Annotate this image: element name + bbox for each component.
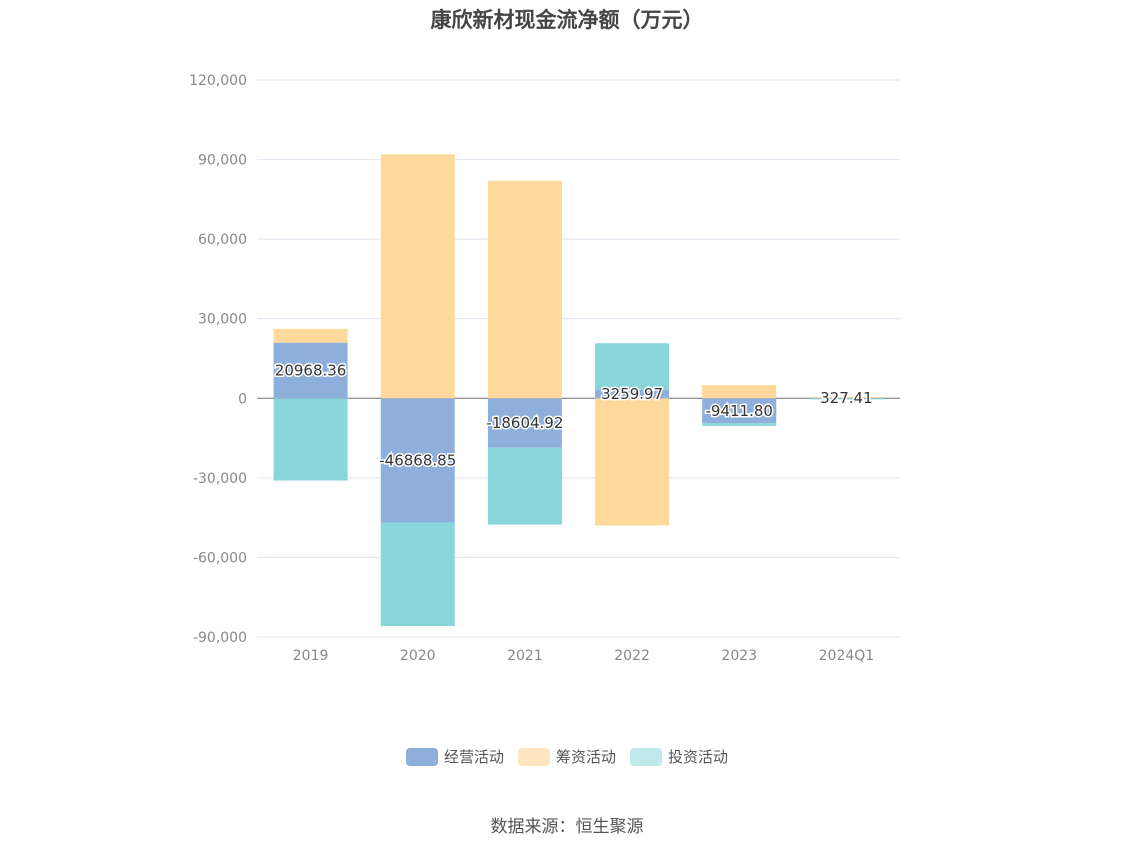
bar-segment-筹资活动 bbox=[487, 180, 562, 399]
bar-segment-筹资活动 bbox=[595, 398, 670, 526]
data-label: -9411.80 bbox=[706, 402, 773, 420]
bar-segment-投资活动 bbox=[273, 398, 348, 481]
x-tick-label: 2024Q1 bbox=[819, 648, 875, 664]
legend-label-investing: 投资活动 bbox=[668, 748, 729, 766]
y-tick-label: -60,000 bbox=[193, 550, 247, 566]
data-label: -46868.85 bbox=[379, 451, 456, 469]
chart-title: 康欣新材现金流净额（万元） bbox=[430, 8, 704, 32]
legend-item-operating[interactable]: 经营活动 bbox=[405, 746, 504, 767]
bar-segment-筹资活动 bbox=[380, 154, 455, 399]
bar-segment-筹资活动 bbox=[809, 396, 884, 398]
legend-swatch-investing bbox=[630, 747, 662, 766]
data-source: 数据来源：恒生聚源 bbox=[490, 817, 644, 837]
bar-segment-经营活动 bbox=[702, 398, 777, 424]
bar-segment-投资活动 bbox=[595, 343, 670, 390]
data-label: 327.41 bbox=[820, 389, 873, 407]
x-tick-label: 2021 bbox=[507, 648, 543, 664]
x-tick-label: 2022 bbox=[614, 648, 650, 664]
bar-segment-经营活动 bbox=[595, 389, 670, 399]
data-label: 20968.36 bbox=[275, 361, 347, 379]
bar-segment-筹资活动 bbox=[273, 328, 348, 343]
legend-label-operating: 经营活动 bbox=[443, 748, 504, 766]
legend-swatch-financing bbox=[517, 747, 550, 766]
bar-segment-投资活动 bbox=[380, 522, 455, 627]
legend-swatch-operating bbox=[405, 747, 438, 766]
y-tick-label: 120,000 bbox=[189, 73, 247, 89]
legend-item-financing[interactable]: 筹资活动 bbox=[517, 746, 616, 767]
legend-item-investing[interactable]: 投资活动 bbox=[630, 746, 728, 767]
data-label: -18604.92 bbox=[486, 414, 563, 432]
bar-segment-经营活动 bbox=[273, 342, 348, 399]
bar-segment-筹资活动 bbox=[702, 385, 777, 399]
x-tick-label: 2023 bbox=[721, 648, 757, 664]
y-tick-label: 30,000 bbox=[198, 312, 247, 328]
bar-segment-经营活动 bbox=[809, 397, 884, 399]
chart-legend: 经营活动 筹资活动 投资活动 bbox=[0, 746, 1134, 767]
legend-label-financing: 筹资活动 bbox=[555, 748, 616, 766]
y-tick-label: -30,000 bbox=[193, 471, 247, 487]
x-tick-label: 2019 bbox=[293, 648, 329, 664]
data-label: 3259.97 bbox=[601, 385, 663, 403]
y-tick-label: -90,000 bbox=[193, 630, 247, 646]
bar-segment-投资活动 bbox=[809, 398, 884, 400]
x-tick-label: 2020 bbox=[400, 648, 436, 664]
y-tick-label: 90,000 bbox=[198, 153, 247, 169]
bar-segment-经营活动 bbox=[487, 398, 562, 448]
bar-segment-投资活动 bbox=[487, 447, 562, 525]
bar-segment-经营活动 bbox=[380, 398, 455, 523]
bar-segment-投资活动 bbox=[702, 423, 777, 426]
y-tick-label: 0 bbox=[238, 391, 247, 407]
y-tick-label: 60,000 bbox=[198, 232, 247, 248]
